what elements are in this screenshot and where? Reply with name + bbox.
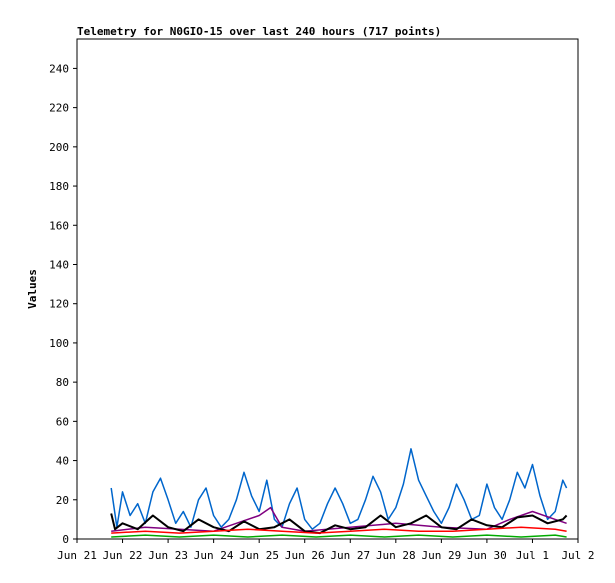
x-tick-label: Jun 24 [194, 549, 234, 562]
y-tick-label: 220 [49, 102, 69, 115]
series-line-5 [111, 534, 567, 538]
x-tick-label: Jun 22 [103, 549, 143, 562]
x-tick-label: Jun 21 [57, 549, 97, 562]
y-tick-label: 140 [49, 258, 69, 271]
x-tick-label: Jul 2 [561, 549, 594, 562]
x-tick-label: Jun 26 [285, 549, 325, 562]
chart-title: Telemetry for N0GIO-15 over last 240 hou… [77, 25, 441, 38]
y-axis-label: Values [26, 269, 39, 309]
y-tick-label: 20 [56, 494, 69, 507]
y-tick-label: 160 [49, 219, 69, 232]
y-axis: 0 20 40 60 80 100 120 140 160 180 200 220 240 [49, 62, 77, 546]
x-tick-label: Jun 27 [330, 549, 370, 562]
x-tick-label: Jun 25 [239, 549, 279, 562]
y-tick-label: 120 [49, 298, 69, 311]
x-tick-label: Jun 28 [376, 549, 416, 562]
x-tick-label: Jun 23 [148, 549, 188, 562]
series-line-4 [111, 526, 567, 534]
x-tick-label: Jun 29 [421, 549, 461, 562]
y-tick-label: 80 [56, 376, 69, 389]
y-tick-label: 200 [49, 141, 69, 154]
y-tick-label: 60 [56, 415, 69, 428]
y-tick-label: 40 [56, 455, 69, 468]
y-tick-label: 180 [49, 180, 69, 193]
y-tick-label: 0 [62, 533, 69, 546]
x-tick-label: Jun 30 [467, 549, 507, 562]
y-tick-label: 100 [49, 337, 69, 350]
plot-frame [76, 38, 579, 540]
x-axis: Jun 21 Jun 22 Jun 23 Jun 24 Jun 25 Jun 26 Jun … [57, 539, 595, 562]
x-tick-label: Jul 1 [516, 549, 549, 562]
series-layer [110, 448, 568, 538]
series-line-1 [110, 448, 568, 530]
y-tick-label: 240 [49, 62, 69, 75]
series-line-3 [110, 513, 568, 535]
